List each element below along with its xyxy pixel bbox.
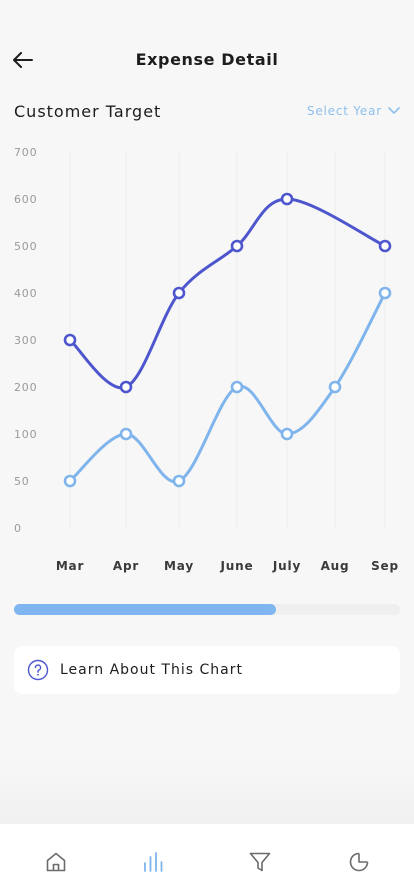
chart-svg: 0 50 100 200 300 400 500 600 700 Mar Apr May June Jul… [14,146,399,573]
learn-about-chart-label: Learn About This Chart [60,662,243,678]
y-tick-label: 400 [14,287,37,300]
select-year-label: Select Year [306,104,382,118]
data-point [172,286,186,300]
section-title: Customer Target [14,102,162,121]
x-tick-label: Sep [371,559,399,573]
data-point [378,239,392,253]
x-tick-label: July [272,559,301,573]
x-tick-label: Mar [56,559,84,573]
y-tick-label: 500 [14,240,37,253]
data-point [328,380,342,394]
data-point [63,333,77,347]
data-point [230,380,244,394]
data-point [378,286,392,300]
data-point [280,427,294,441]
y-tick-label: 600 [14,193,37,206]
y-tick-label: 100 [14,428,37,441]
line-chart: 0 50 100 200 300 400 500 600 700 Mar Apr May June Jul… [0,140,414,580]
x-tick-label: May [164,559,194,573]
select-year-dropdown[interactable]: Select Year [307,104,400,118]
tab-filter[interactable] [244,846,276,878]
data-point [63,474,77,488]
tab-home[interactable] [40,846,72,878]
data-point [172,474,186,488]
y-tick-label: 0 [14,522,22,535]
x-tick-label: June [220,559,254,573]
y-tick-label: 200 [14,381,37,394]
arrow-left-icon [13,52,33,68]
back-button[interactable] [10,48,36,72]
help-circle-icon [26,658,50,682]
y-tick-label: 300 [14,334,37,347]
chevron-down-icon [388,107,400,114]
progress-fill [14,604,277,615]
bar-chart-icon [144,852,163,872]
x-tick-label: Apr [113,559,139,573]
progress-track[interactable] [14,604,400,615]
page-title: Expense Detail [135,50,279,69]
tab-statistics[interactable] [137,846,169,878]
data-point [119,380,133,394]
home-icon [46,852,66,872]
bottom-tab-bar [0,824,414,896]
header: Expense Detail [0,38,414,82]
learn-about-chart-button[interactable]: Learn About This Chart [14,646,400,694]
data-point [119,427,133,441]
y-tick-label: 700 [14,146,37,159]
tab-reports[interactable] [343,846,375,878]
pie-chart-icon [349,852,369,872]
series-line [68,197,387,390]
y-tick-label: 50 [14,475,30,488]
x-tick-label: Aug [321,559,350,573]
data-point [280,192,294,206]
content-fade [0,760,414,824]
filter-icon [249,852,271,872]
data-point [230,239,244,253]
